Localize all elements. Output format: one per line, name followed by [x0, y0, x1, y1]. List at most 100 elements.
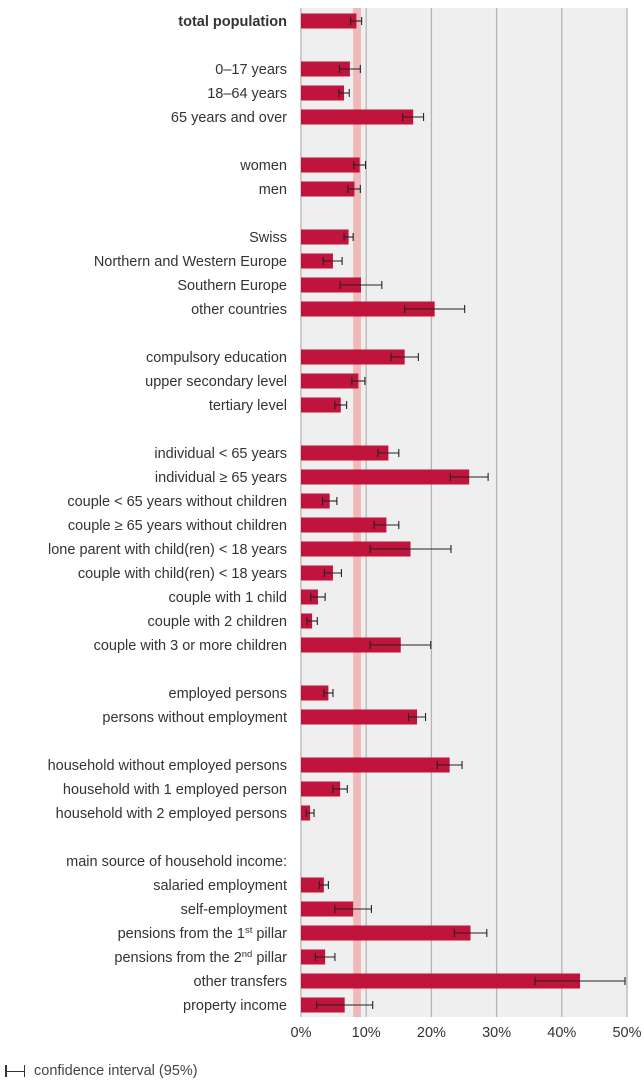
category-label: 18–64 years	[207, 86, 287, 102]
bar	[301, 181, 355, 197]
x-tick-labels: 0% 10% 20% 30% 40% 50%	[291, 1025, 642, 1041]
category-label: Swiss	[249, 230, 287, 246]
category-labels: total population 0–17 years 18–64 years 65 …	[48, 14, 288, 1014]
category-label: other transfers	[194, 974, 288, 990]
error-bar	[534, 977, 626, 985]
x-tick-label: 20%	[417, 1025, 446, 1041]
bar	[301, 445, 389, 461]
category-label: property income	[183, 998, 287, 1014]
error-bar	[369, 641, 432, 649]
category-label: 0–17 years	[215, 62, 287, 78]
x-tick-label: 0%	[291, 1025, 312, 1041]
error-bar	[402, 113, 425, 121]
error-bar	[338, 65, 361, 73]
bar	[301, 925, 471, 941]
bar	[301, 589, 318, 605]
error-bar	[353, 161, 367, 169]
x-tick-label: 30%	[482, 1025, 511, 1041]
bar	[301, 757, 450, 773]
reference-band	[353, 8, 361, 1017]
category-label: employed persons	[169, 686, 288, 702]
bar	[301, 253, 333, 269]
category-label: compulsory education	[146, 350, 287, 366]
bar	[301, 781, 341, 797]
error-bar	[343, 233, 354, 241]
bar	[301, 637, 401, 653]
bar	[301, 277, 361, 293]
bar	[301, 685, 329, 701]
x-tick-label: 40%	[547, 1025, 576, 1041]
bar	[301, 397, 341, 413]
bar	[301, 13, 357, 29]
error-bar	[339, 281, 383, 289]
category-label: self-employment	[181, 902, 287, 918]
error-bar	[321, 497, 338, 505]
category-label: persons without employment	[102, 710, 287, 726]
bar	[301, 469, 470, 485]
error-bar	[323, 689, 334, 697]
bar	[301, 541, 411, 557]
bar	[301, 805, 311, 821]
error-bar	[377, 449, 400, 457]
bar	[301, 61, 350, 77]
error-bar	[323, 569, 342, 577]
bar	[301, 877, 324, 893]
error-bar	[350, 17, 363, 25]
category-label: couple < 65 years without children	[67, 494, 287, 510]
error-bar	[453, 929, 488, 937]
bar	[301, 109, 414, 125]
category-label: women	[239, 158, 287, 174]
chart: total population 0–17 years 18–64 years 65 …	[48, 8, 642, 1041]
confidence-interval-icon	[4, 1064, 26, 1078]
x-tick-label: 10%	[352, 1025, 381, 1041]
category-label: household with 2 employed persons	[56, 806, 287, 822]
error-bars	[305, 17, 626, 1009]
error-bar	[449, 473, 489, 481]
category-label: main source of household income:	[66, 854, 287, 870]
category-label: pensions from the 1st pillar	[118, 925, 288, 942]
error-bar	[408, 713, 427, 721]
error-bar	[334, 401, 348, 409]
error-bar	[306, 617, 318, 625]
error-bar	[318, 881, 329, 889]
category-label: couple with child(ren) < 18 years	[78, 566, 287, 582]
error-bar	[338, 89, 350, 97]
error-bar	[351, 377, 366, 385]
error-bar	[390, 353, 419, 361]
category-label: other countries	[191, 302, 287, 318]
bar	[301, 709, 418, 725]
gridlines	[300, 8, 628, 1017]
bar	[301, 85, 345, 101]
legend-label: confidence interval (95%)	[34, 1063, 198, 1079]
category-label: Northern and Western Europe	[94, 254, 287, 270]
category-label: upper secondary level	[145, 374, 287, 390]
error-bar	[310, 593, 326, 601]
category-label: individual ≥ 65 years	[155, 470, 287, 486]
bar	[301, 373, 359, 389]
error-bar	[334, 905, 372, 913]
x-tick-label: 50%	[612, 1025, 641, 1041]
bar	[301, 517, 387, 533]
category-label: couple with 3 or more children	[94, 638, 287, 654]
category-label: lone parent with child(ren) < 18 years	[48, 542, 287, 558]
bar	[301, 973, 581, 989]
category-label: couple with 2 children	[148, 614, 287, 630]
category-label: men	[259, 182, 287, 198]
category-label: household with 1 employed person	[63, 782, 287, 798]
error-bar	[369, 545, 452, 553]
category-label: individual < 65 years	[154, 446, 287, 462]
error-bar	[316, 1001, 374, 1009]
bar	[301, 157, 360, 173]
category-label: household without employed persons	[48, 758, 287, 774]
error-bar	[322, 257, 343, 265]
bar	[301, 301, 435, 317]
category-label: couple ≥ 65 years without children	[68, 518, 287, 534]
legend: confidence interval (95%)	[4, 1063, 198, 1079]
error-bar	[347, 185, 361, 193]
error-bar	[436, 761, 463, 769]
bar	[301, 949, 326, 965]
error-bar	[373, 521, 400, 529]
error-bar	[332, 785, 348, 793]
category-label: salaried employment	[153, 878, 287, 894]
error-bar	[314, 953, 336, 961]
